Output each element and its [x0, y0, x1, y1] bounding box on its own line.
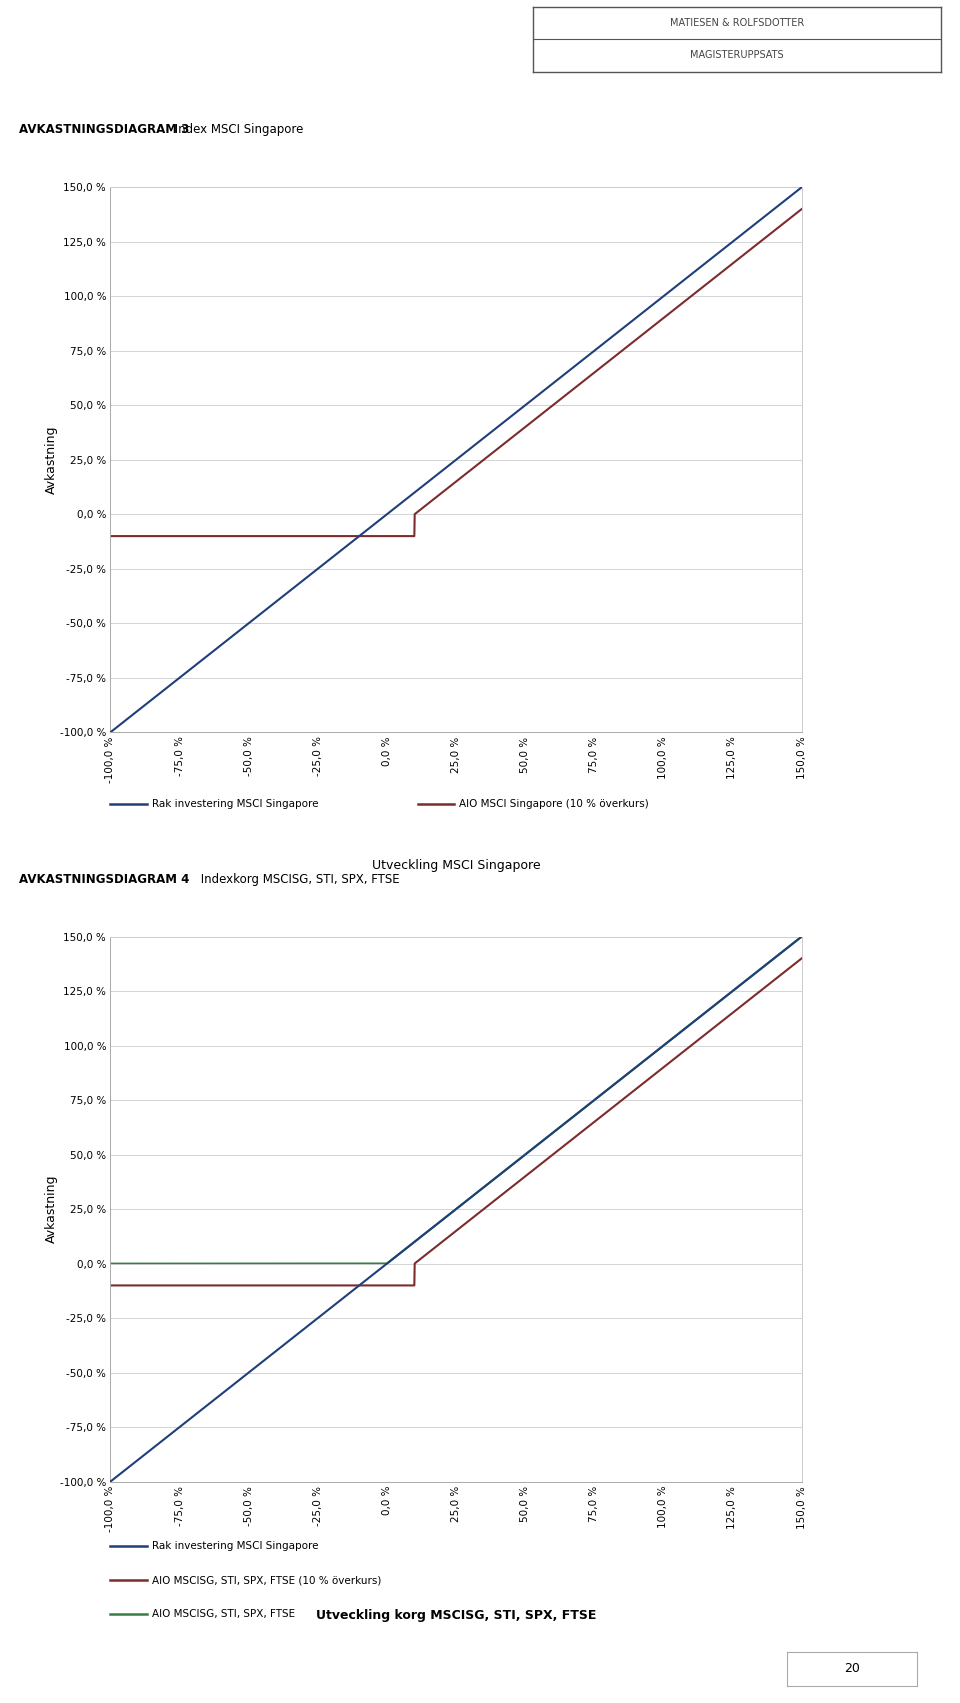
- Text: 20: 20: [844, 1662, 860, 1676]
- Text: Indexkorg MSCISG, STI, SPX, FTSE: Indexkorg MSCISG, STI, SPX, FTSE: [197, 872, 399, 886]
- Text: Index MSCI Singapore: Index MSCI Singapore: [171, 123, 303, 136]
- Text: Rak investering MSCI Singapore: Rak investering MSCI Singapore: [152, 799, 318, 809]
- X-axis label: Utveckling MSCI Singapore: Utveckling MSCI Singapore: [372, 860, 540, 872]
- Y-axis label: Avkastning: Avkastning: [45, 1175, 58, 1243]
- Text: AIO MSCISG, STI, SPX, FTSE: AIO MSCISG, STI, SPX, FTSE: [152, 1609, 295, 1620]
- Text: MAGISTERUPPSATS: MAGISTERUPPSATS: [690, 51, 783, 60]
- Text: MATIESEN & ROLFSDOTTER: MATIESEN & ROLFSDOTTER: [670, 19, 804, 27]
- Text: AVKASTNINGSDIAGRAM 4: AVKASTNINGSDIAGRAM 4: [19, 872, 189, 886]
- Text: AVKASTNINGSDIAGRAM 3: AVKASTNINGSDIAGRAM 3: [19, 123, 189, 136]
- Text: Rak investering MSCI Singapore: Rak investering MSCI Singapore: [152, 1541, 318, 1551]
- Y-axis label: Avkastning: Avkastning: [45, 426, 58, 494]
- Text: AIO MSCI Singapore (10 % överkurs): AIO MSCI Singapore (10 % överkurs): [459, 799, 649, 809]
- Text: AIO MSCISG, STI, SPX, FTSE (10 % överkurs): AIO MSCISG, STI, SPX, FTSE (10 % överkur…: [152, 1575, 381, 1585]
- X-axis label: Utveckling korg MSCISG, STI, SPX, FTSE: Utveckling korg MSCISG, STI, SPX, FTSE: [316, 1609, 596, 1621]
